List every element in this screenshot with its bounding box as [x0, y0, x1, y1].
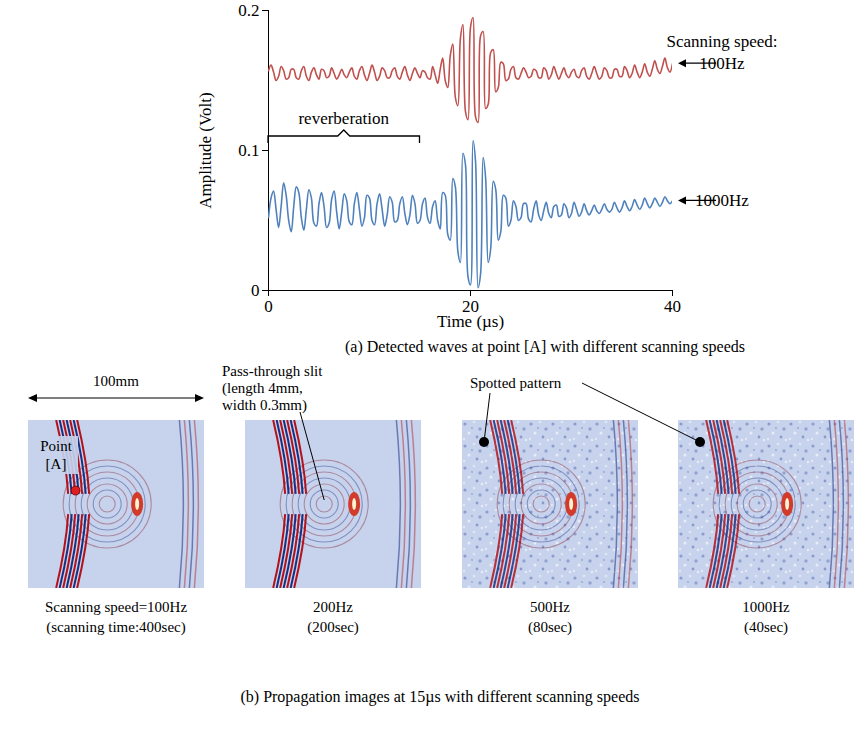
svg-text:1000Hz: 1000Hz [742, 599, 790, 615]
svg-text:40: 40 [664, 297, 681, 316]
svg-text:Scanning speed:: Scanning speed: [667, 32, 778, 51]
svg-text:0.1: 0.1 [238, 141, 259, 160]
svg-text:Scanning speed=100Hz: Scanning speed=100Hz [45, 599, 188, 615]
svg-text:Time (µs): Time (µs) [437, 312, 504, 331]
svg-text:0: 0 [251, 281, 260, 300]
svg-text:(b) Propagation images at 15µs: (b) Propagation images at 15µs with diff… [240, 688, 639, 706]
svg-text:width 0.3mm): width 0.3mm) [222, 397, 307, 414]
svg-text:(200sec): (200sec) [307, 619, 359, 636]
svg-text:(length 4mm,: (length 4mm, [222, 380, 303, 397]
svg-text:Amplitude (Volt): Amplitude (Volt) [196, 92, 215, 208]
svg-text:reverberation: reverberation [298, 109, 389, 128]
svg-text:0: 0 [264, 297, 273, 316]
svg-text:500Hz: 500Hz [530, 599, 570, 615]
svg-text:Point: Point [40, 438, 73, 454]
svg-text:(40sec): (40sec) [744, 619, 788, 636]
svg-text:100mm: 100mm [93, 373, 139, 389]
svg-text:(a) Detected waves at point [A: (a) Detected waves at point [A] with dif… [345, 338, 745, 356]
svg-text:20: 20 [462, 296, 479, 316]
svg-text:(scanning time:400sec): (scanning time:400sec) [46, 619, 186, 636]
svg-text:[A]: [A] [46, 456, 67, 472]
svg-text:100Hz: 100Hz [699, 54, 745, 73]
svg-text:1000Hz: 1000Hz [695, 191, 749, 210]
svg-text:0.2: 0.2 [238, 1, 259, 20]
svg-text:Pass-through slit: Pass-through slit [222, 363, 323, 379]
svg-text:Spotted pattern: Spotted pattern [470, 375, 562, 391]
svg-text:(80sec): (80sec) [528, 619, 572, 636]
svg-text:200Hz: 200Hz [313, 599, 353, 615]
